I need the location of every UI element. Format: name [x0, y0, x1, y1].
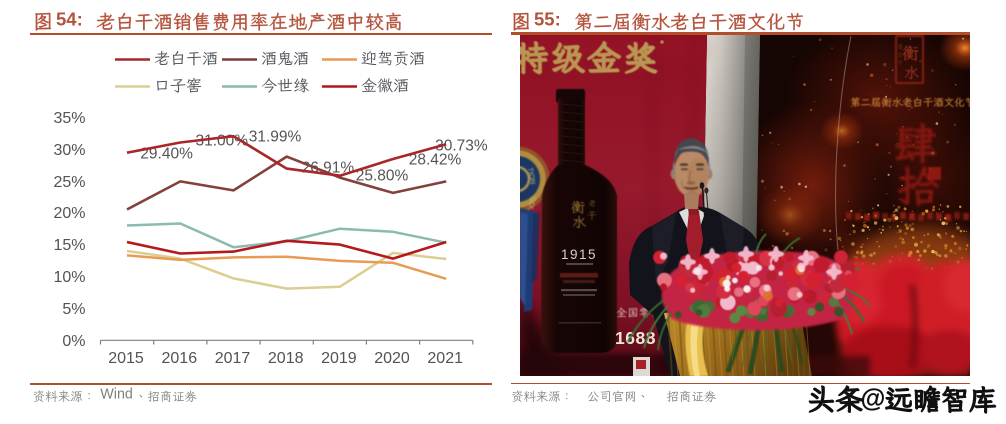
svg-text:TION: TION: [526, 167, 536, 185]
svg-text:GOLD: GOLD: [526, 196, 536, 217]
svg-text:1915: 1915: [561, 247, 597, 262]
